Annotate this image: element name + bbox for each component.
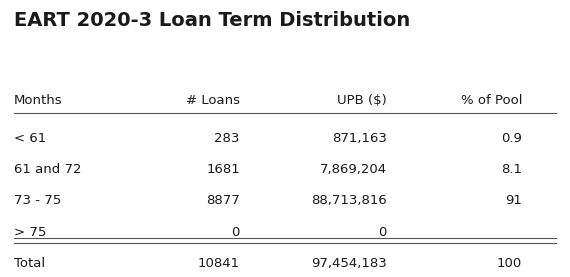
Text: 100: 100 [497,257,522,270]
Text: 61 and 72: 61 and 72 [14,163,82,176]
Text: 0: 0 [231,226,240,239]
Text: # Loans: # Loans [186,94,240,107]
Text: EART 2020-3 Loan Term Distribution: EART 2020-3 Loan Term Distribution [14,11,410,30]
Text: 0: 0 [378,226,386,239]
Text: 8.1: 8.1 [501,163,522,176]
Text: 871,163: 871,163 [332,132,386,145]
Text: 73 - 75: 73 - 75 [14,194,62,207]
Text: 10841: 10841 [198,257,240,270]
Text: 283: 283 [214,132,240,145]
Text: 91: 91 [505,194,522,207]
Text: 0.9: 0.9 [501,132,522,145]
Text: < 61: < 61 [14,132,46,145]
Text: Months: Months [14,94,63,107]
Text: 97,454,183: 97,454,183 [311,257,386,270]
Text: UPB ($): UPB ($) [337,94,386,107]
Text: Total: Total [14,257,45,270]
Text: 88,713,816: 88,713,816 [311,194,386,207]
Text: % of Pool: % of Pool [461,94,522,107]
Text: 8877: 8877 [206,194,240,207]
Text: 1681: 1681 [206,163,240,176]
Text: 7,869,204: 7,869,204 [319,163,386,176]
Text: > 75: > 75 [14,226,46,239]
